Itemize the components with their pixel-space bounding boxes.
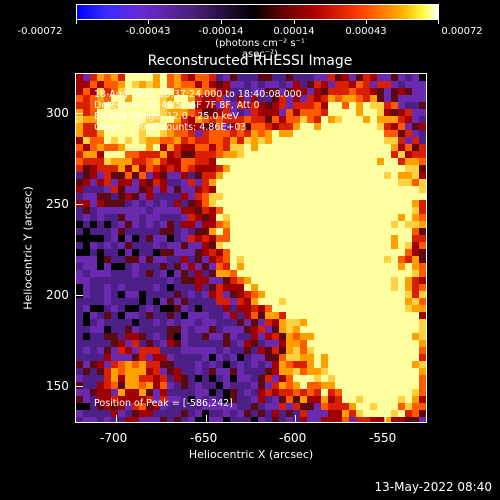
y-axis-label: Heliocentric Y (arcsec) (21, 186, 35, 310)
colorbar-tick (438, 20, 439, 24)
y-tick (75, 204, 83, 205)
colorbar-unit-label: (photons cm⁻² s⁻¹ asec⁻²) (215, 38, 305, 60)
y-tick-label: 200 (46, 288, 69, 302)
x-axis-label: Heliocentric X (arcsec) (188, 448, 314, 461)
plot-title: Reconstructed RHESSI Image (147, 53, 353, 69)
colorbar-label: 0.00072 (441, 26, 483, 37)
clean-counts-annotation: Clean Total counts: 4.86E+03 (94, 122, 247, 133)
colorbar-label: 0.00014 (273, 26, 315, 37)
rhessi-image (75, 73, 427, 423)
colorbar-tick (76, 20, 77, 24)
detectors-annotation: Detectors: 3F 4F 5F 6F 7F 8F, Att 0 (94, 100, 260, 111)
energy-range-annotation: Energy Range: 12.0 - 25.0 keV (94, 111, 239, 122)
y-tick-label: 300 (46, 106, 69, 120)
x-tick (295, 415, 296, 423)
colorbar-tick (294, 20, 295, 24)
colorbar-tick (221, 20, 222, 24)
x-tick-label: -700 (100, 431, 128, 445)
x-tick (385, 415, 386, 423)
x-tick (116, 415, 117, 423)
y-tick (75, 295, 83, 296)
colorbar-tick (148, 20, 149, 24)
x-tick (206, 415, 207, 423)
x-tick-label: -600 (279, 431, 307, 445)
x-tick-label: -550 (369, 431, 397, 445)
colorbar-label: -0.00043 (125, 26, 171, 37)
colorbar-tick (366, 20, 367, 24)
x-tick-label: -650 (190, 431, 218, 445)
y-tick (75, 113, 83, 114)
timestamp-footer: 13-May-2022 08:40 (374, 480, 492, 494)
heatmap-image (76, 74, 426, 422)
colorbar-label: -0.00014 (198, 26, 244, 37)
time-range-annotation: 18-Aug-2011 18:37:24.000 to 18:40:08.000 (94, 89, 302, 100)
y-tick-label: 250 (46, 197, 69, 211)
y-tick (75, 386, 83, 387)
colorbar (76, 4, 439, 20)
colorbar-label: -0.00072 (17, 26, 63, 37)
peak-position-annotation: Position of Peak = [-586,242] (94, 398, 233, 409)
y-tick-label: 150 (46, 379, 69, 393)
colorbar-label: 0.00043 (345, 26, 387, 37)
